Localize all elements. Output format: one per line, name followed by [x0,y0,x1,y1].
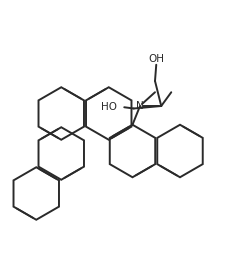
Text: N: N [136,101,144,111]
Text: OH: OH [148,54,164,63]
Text: HO: HO [101,102,117,112]
